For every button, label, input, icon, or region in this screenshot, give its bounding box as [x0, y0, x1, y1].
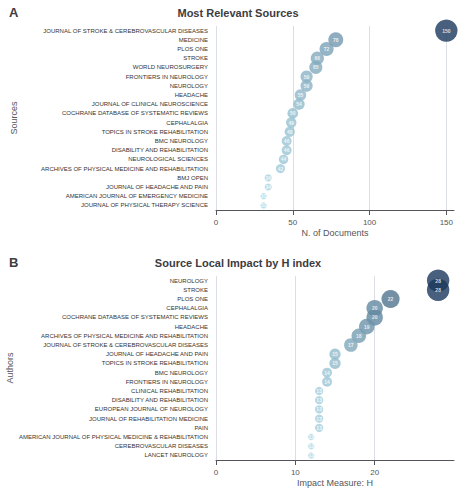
svg-text:Most Relevant Sources: Most Relevant Sources — [177, 7, 298, 19]
svg-text:13: 13 — [316, 388, 322, 394]
svg-text:54: 54 — [296, 101, 302, 107]
svg-text:65: 65 — [313, 64, 319, 70]
svg-text:0: 0 — [214, 218, 219, 227]
svg-text:78: 78 — [333, 37, 339, 43]
svg-text:150: 150 — [440, 218, 454, 227]
svg-text:55: 55 — [298, 92, 304, 98]
svg-text:22: 22 — [388, 296, 394, 302]
svg-text:72: 72 — [324, 46, 330, 52]
svg-text:46: 46 — [284, 138, 290, 144]
svg-text:CEPHALALGIA: CEPHALALGIA — [166, 120, 208, 126]
svg-text:PLOS ONE: PLOS ONE — [177, 296, 208, 302]
svg-text:15: 15 — [332, 351, 338, 357]
svg-text:150: 150 — [442, 28, 451, 34]
svg-text:13: 13 — [316, 406, 322, 412]
svg-text:JOURNAL OF HEADACHE AND PAIN: JOURNAL OF HEADACHE AND PAIN — [106, 184, 208, 190]
svg-text:12: 12 — [308, 443, 314, 449]
svg-text:13: 13 — [316, 397, 322, 403]
svg-text:17: 17 — [348, 342, 354, 348]
svg-text:12: 12 — [308, 452, 314, 458]
svg-text:TOPICS IN STROKE REHABILITATIO: TOPICS IN STROKE REHABILITATION — [102, 360, 208, 366]
svg-text:COCHRANE DATABASE OF SYSTEMATI: COCHRANE DATABASE OF SYSTEMATIC REVIEWS — [62, 314, 208, 320]
svg-text:JOURNAL OF REHABILITATION MEDI: JOURNAL OF REHABILITATION MEDICINE — [89, 416, 208, 422]
svg-text:DISABILITY AND REHABILITATION: DISABILITY AND REHABILITATION — [112, 147, 208, 153]
svg-text:JOURNAL OF STROKE & CEREBROVAS: JOURNAL OF STROKE & CEREBROVASCULAR DISE… — [43, 342, 208, 348]
svg-text:PAIN: PAIN — [194, 425, 208, 431]
svg-text:Source Local Impact by H index: Source Local Impact by H index — [155, 257, 322, 269]
svg-text:CEPHALALGIA: CEPHALALGIA — [166, 305, 208, 311]
svg-text:ARCHIVES OF PHYSICAL MEDICINE: ARCHIVES OF PHYSICAL MEDICINE AND REHABI… — [41, 333, 208, 339]
svg-text:TOPICS IN STROKE REHABILITATIO: TOPICS IN STROKE REHABILITATION — [102, 129, 208, 135]
svg-text:BMJ OPEN: BMJ OPEN — [177, 175, 208, 181]
svg-text:EUROPEAN JOURNAL OF NEUROLOGY: EUROPEAN JOURNAL OF NEUROLOGY — [95, 406, 208, 412]
svg-text:B: B — [9, 255, 18, 270]
svg-text:19: 19 — [364, 324, 370, 330]
svg-text:66: 66 — [315, 55, 321, 61]
svg-text:STROKE: STROKE — [183, 55, 208, 61]
svg-text:ARCHIVES OF PHYSICAL MEDICINE: ARCHIVES OF PHYSICAL MEDICINE AND REHABI… — [41, 166, 208, 172]
svg-text:AMERICAN JOURNAL OF EMERGENCY: AMERICAN JOURNAL OF EMERGENCY MEDICINE — [66, 193, 208, 199]
svg-text:LANCET NEUROLOGY: LANCET NEUROLOGY — [144, 452, 208, 458]
svg-text:NEUROLOGICAL SCIENCES: NEUROLOGICAL SCIENCES — [128, 156, 208, 162]
svg-text:59: 59 — [304, 74, 310, 80]
svg-text:59: 59 — [304, 83, 310, 89]
svg-text:15: 15 — [332, 360, 338, 366]
svg-text:20: 20 — [372, 314, 378, 320]
svg-text:20: 20 — [370, 468, 379, 477]
svg-text:50: 50 — [288, 218, 297, 227]
svg-text:Impact Measure: H: Impact Measure: H — [297, 478, 373, 488]
svg-text:DISABILITY AND REHABILITATION: DISABILITY AND REHABILITATION — [112, 397, 208, 403]
svg-text:Authors: Authors — [5, 352, 15, 384]
svg-text:JOURNAL OF HEADACHE AND PAIN: JOURNAL OF HEADACHE AND PAIN — [106, 351, 208, 357]
svg-text:12: 12 — [308, 434, 314, 440]
svg-text:HEADACHE: HEADACHE — [175, 324, 208, 330]
svg-text:NEUROLOGY: NEUROLOGY — [170, 83, 208, 89]
svg-text:STROKE: STROKE — [183, 287, 208, 293]
svg-text:BMC NEUROLOGY: BMC NEUROLOGY — [155, 370, 208, 376]
svg-text:20: 20 — [372, 305, 378, 311]
svg-text:JOURNAL OF CLINICAL NEUROSCIEN: JOURNAL OF CLINICAL NEUROSCIENCE — [92, 101, 208, 107]
svg-text:BMC NEUROLOGY: BMC NEUROLOGY — [155, 138, 208, 144]
svg-text:31: 31 — [261, 202, 267, 208]
svg-text:FRONTIERS IN NEUROLOGY: FRONTIERS IN NEUROLOGY — [126, 74, 208, 80]
svg-text:44: 44 — [281, 156, 287, 162]
svg-text:N. of Documents: N. of Documents — [301, 228, 369, 238]
svg-text:28: 28 — [435, 278, 441, 284]
svg-text:48: 48 — [287, 129, 293, 135]
svg-text:42: 42 — [278, 166, 284, 172]
svg-text:JOURNAL OF PHYSICAL THERAPY SC: JOURNAL OF PHYSICAL THERAPY SCIENCE — [81, 202, 208, 208]
svg-text:18: 18 — [356, 333, 362, 339]
svg-text:FRONTIERS IN NEUROLOGY: FRONTIERS IN NEUROLOGY — [126, 379, 208, 385]
svg-text:MEDICINE: MEDICINE — [179, 37, 208, 43]
svg-text:10: 10 — [291, 468, 300, 477]
svg-text:0: 0 — [214, 468, 219, 477]
svg-text:13: 13 — [316, 416, 322, 422]
svg-text:Sources: Sources — [9, 101, 19, 135]
svg-text:JOURNAL OF STROKE & CEREBROVAS: JOURNAL OF STROKE & CEREBROVASCULAR DISE… — [43, 28, 208, 34]
svg-text:34: 34 — [265, 184, 271, 190]
svg-text:14: 14 — [324, 379, 330, 385]
svg-text:49: 49 — [288, 120, 294, 126]
svg-text:NEUROLOGY: NEUROLOGY — [170, 278, 208, 284]
svg-text:13: 13 — [316, 425, 322, 431]
svg-text:AMERICAN JOURNAL OF PHYSICAL M: AMERICAN JOURNAL OF PHYSICAL MEDICINE & … — [19, 434, 208, 440]
svg-text:CLINICAL REHABILITATION: CLINICAL REHABILITATION — [131, 388, 208, 394]
svg-text:28: 28 — [435, 287, 441, 293]
svg-text:46: 46 — [284, 147, 290, 153]
svg-text:50: 50 — [290, 110, 296, 116]
svg-text:WORLD NEUROSURGERY: WORLD NEUROSURGERY — [133, 64, 208, 70]
svg-text:HEADACHE: HEADACHE — [175, 92, 208, 98]
svg-text:34: 34 — [265, 175, 271, 181]
svg-text:100: 100 — [363, 218, 377, 227]
svg-text:COCHRANE DATABASE OF SYSTEMATI: COCHRANE DATABASE OF SYSTEMATIC REVIEWS — [62, 110, 208, 116]
svg-text:31: 31 — [261, 193, 267, 199]
svg-text:PLOS ONE: PLOS ONE — [177, 46, 208, 52]
svg-text:CEREBROVASCULAR DISEASES: CEREBROVASCULAR DISEASES — [115, 443, 208, 449]
svg-text:14: 14 — [324, 370, 330, 376]
svg-text:A: A — [9, 5, 19, 20]
